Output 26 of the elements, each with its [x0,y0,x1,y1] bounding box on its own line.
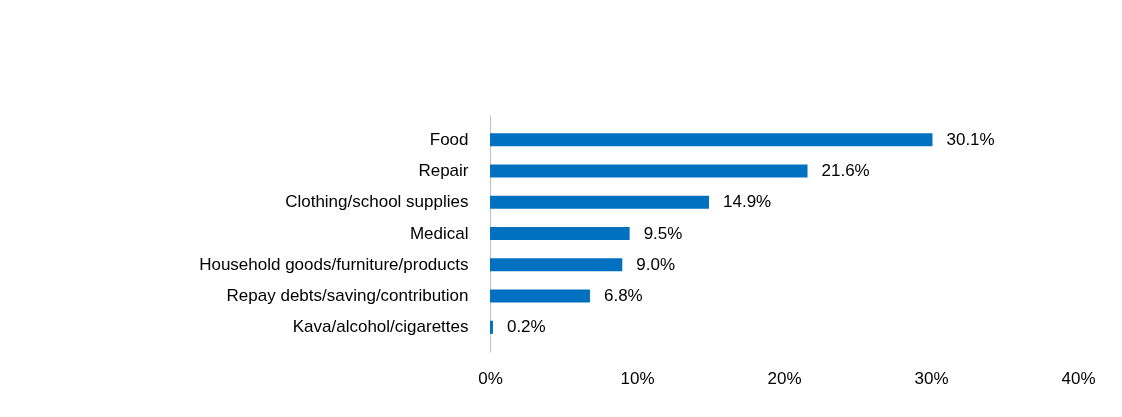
y-tick-label: Household goods/furniture/products [199,254,469,274]
x-tick-label: 30% [914,368,949,388]
data-label: 9.0% [636,254,676,274]
y-tick-label: Food [429,129,469,149]
bar [490,164,808,178]
data-label: 30.1% [946,129,995,149]
bar [490,258,623,272]
y-tick-label: Medical [409,223,469,243]
x-tick-label: 10% [620,368,655,388]
bar [490,133,933,147]
y-tick-label: Kava/alcohol/cigarettes [292,317,469,337]
bar [490,320,493,334]
y-tick-label: Repay debts/saving/contribution [226,286,469,306]
y-tick-label: Repair [418,160,469,180]
y-tick-label: Clothing/school supplies [285,192,469,212]
x-tick-label: 0% [478,368,503,388]
data-label: 0.2% [506,317,546,337]
bar [490,195,710,209]
x-tick-label: 20% [767,368,802,388]
data-label: 6.8% [603,286,643,306]
data-label: 21.6% [821,160,870,180]
x-tick-label: 40% [1061,368,1096,388]
data-label: 14.9% [723,192,772,212]
data-label: 9.5% [643,223,683,243]
bar [490,226,630,241]
bar [490,289,590,303]
